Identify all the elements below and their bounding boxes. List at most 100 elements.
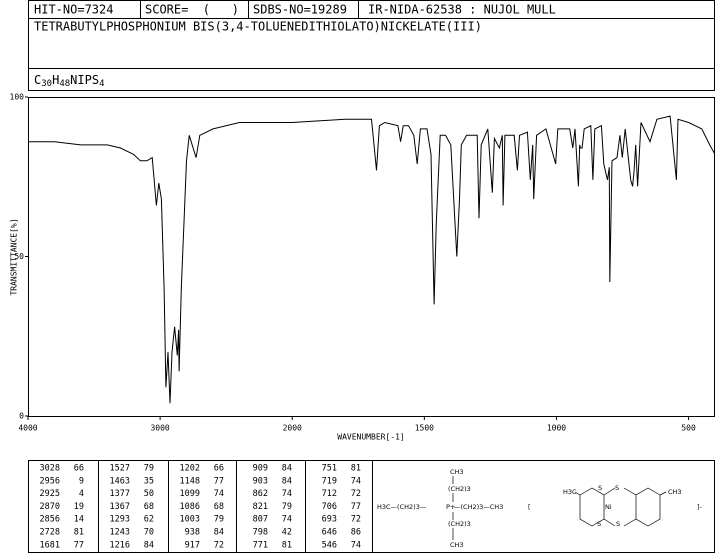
formula-part: H — [52, 73, 59, 87]
peak-intensity: 72 — [214, 540, 224, 550]
x-tick-label: 1000 — [547, 424, 566, 433]
peak-intensity: 74 — [282, 489, 292, 499]
peak-intensity: 84 — [144, 540, 154, 550]
peak-intensity: 74 — [282, 515, 292, 525]
plot-frame — [28, 97, 715, 417]
peak-intensity: 72 — [351, 515, 361, 525]
structure-label: H3C—(CH2)3— — [377, 503, 427, 511]
y-tick-label: 100 — [10, 93, 25, 102]
peak-wavenumber: 2870 — [40, 502, 60, 512]
x-tick-label: 500 — [681, 424, 696, 433]
peak-intensity: 84 — [282, 464, 292, 474]
x-tick-label: 3000 — [150, 424, 169, 433]
peak-wavenumber: 917 — [185, 540, 200, 550]
peak-intensity: 4 — [79, 489, 84, 499]
peak-intensity: 9 — [79, 476, 84, 486]
structure-label: CH3 — [450, 541, 464, 549]
x-tick-label: 4000 — [18, 424, 37, 433]
structure-label: (CH2)3 — [448, 520, 471, 528]
peak-intensity: 79 — [144, 464, 154, 474]
structure-label: S — [615, 484, 619, 492]
peak-wavenumber: 546 — [322, 540, 337, 550]
peak-intensity: 81 — [282, 540, 292, 550]
peak-intensity: 66 — [214, 464, 224, 474]
structure-label: —(CH2)3—CH3 — [454, 503, 503, 511]
structure-label: (CH2)3 — [448, 485, 471, 493]
peak-wavenumber: 693 — [322, 515, 337, 525]
peak-intensity: 84 — [282, 476, 292, 486]
peak-intensity: 81 — [351, 464, 361, 474]
frames — [28, 0, 715, 553]
peak-wavenumber: 1681 — [40, 540, 60, 550]
peak-intensity: 19 — [74, 502, 84, 512]
peak-wavenumber: 719 — [322, 476, 337, 486]
peak-intensity: 72 — [351, 489, 361, 499]
peak-intensity: 81 — [74, 528, 84, 538]
peak-wavenumber: 1293 — [110, 515, 130, 525]
structure-label: S — [597, 520, 601, 528]
peak-wavenumber: 938 — [185, 528, 200, 538]
peak-intensity: 77 — [74, 540, 84, 550]
structure-label: S — [598, 484, 602, 492]
peak-wavenumber: 862 — [253, 489, 268, 499]
x-axis-label: WAVENUMBER[-1] — [337, 433, 404, 442]
peak-intensity: 77 — [214, 476, 224, 486]
peak-intensity: 35 — [144, 476, 154, 486]
peak-wavenumber: 909 — [253, 464, 268, 474]
peak-wavenumber: 903 — [253, 476, 268, 486]
structure-bond — [579, 487, 616, 527]
peak-wavenumber: 771 — [253, 540, 268, 550]
peak-wavenumber: 821 — [253, 502, 268, 512]
peak-intensity: 14 — [74, 515, 84, 525]
structure-label: [ — [528, 503, 531, 511]
structure-label: P+ — [446, 503, 455, 511]
peak-wavenumber: 1099 — [180, 489, 200, 499]
peak-wavenumber: 1202 — [180, 464, 200, 474]
peak-intensity: 62 — [144, 515, 154, 525]
peak-intensity: 74 — [351, 540, 361, 550]
peak-intensity: 74 — [351, 476, 361, 486]
formula: C30H48NIPS4 — [34, 73, 104, 89]
structure-label: H3C — [563, 488, 577, 496]
structure-label: Ni — [605, 503, 612, 511]
formula-part: NIPS — [70, 73, 99, 87]
peak-intensity: 66 — [74, 464, 84, 474]
structure-label: CH3 — [668, 488, 682, 496]
peak-intensity: 79 — [214, 515, 224, 525]
structure-label: ]- — [697, 503, 703, 511]
hit-no: HIT-NO=7324 — [34, 3, 113, 17]
peak-wavenumber: 1086 — [180, 502, 200, 512]
structure-bond — [623, 487, 661, 527]
peak-wavenumber: 798 — [253, 528, 268, 538]
peak-intensity: 68 — [214, 502, 224, 512]
peak-wavenumber: 3028 — [40, 464, 60, 474]
peak-wavenumber: 2728 — [40, 528, 60, 538]
peak-wavenumber: 646 — [322, 528, 337, 538]
peak-intensity: 42 — [282, 528, 292, 538]
peak-wavenumber: 1243 — [110, 528, 130, 538]
peak-intensity: 70 — [144, 528, 154, 538]
structure-label: S — [616, 520, 620, 528]
peak-wavenumber: 1377 — [110, 489, 130, 499]
peak-wavenumber: 2956 — [40, 476, 60, 486]
structure-label: CH3 — [450, 468, 464, 476]
peak-wavenumber: 2925 — [40, 489, 60, 499]
y-tick-label: 50 — [14, 252, 24, 261]
peak-wavenumber: 1148 — [180, 476, 200, 486]
peak-wavenumber: 706 — [322, 502, 337, 512]
peak-wavenumber: 1367 — [110, 502, 130, 512]
y-axis-label: TRANSMITTANCE[%] — [10, 218, 19, 295]
sdbs-no: SDBS-NO=19289 — [253, 3, 347, 17]
peak-intensity: 68 — [144, 502, 154, 512]
spectrum-line — [28, 115, 715, 404]
peak-wavenumber: 2856 — [40, 515, 60, 525]
y-tick-label: 0 — [19, 412, 24, 421]
formula-subscript: 4 — [99, 79, 104, 89]
peak-intensity: 79 — [282, 502, 292, 512]
peak-wavenumber: 1003 — [180, 515, 200, 525]
x-tick-label: 1500 — [415, 424, 434, 433]
peak-wavenumber: 807 — [253, 515, 268, 525]
peak-intensity: 86 — [351, 528, 361, 538]
